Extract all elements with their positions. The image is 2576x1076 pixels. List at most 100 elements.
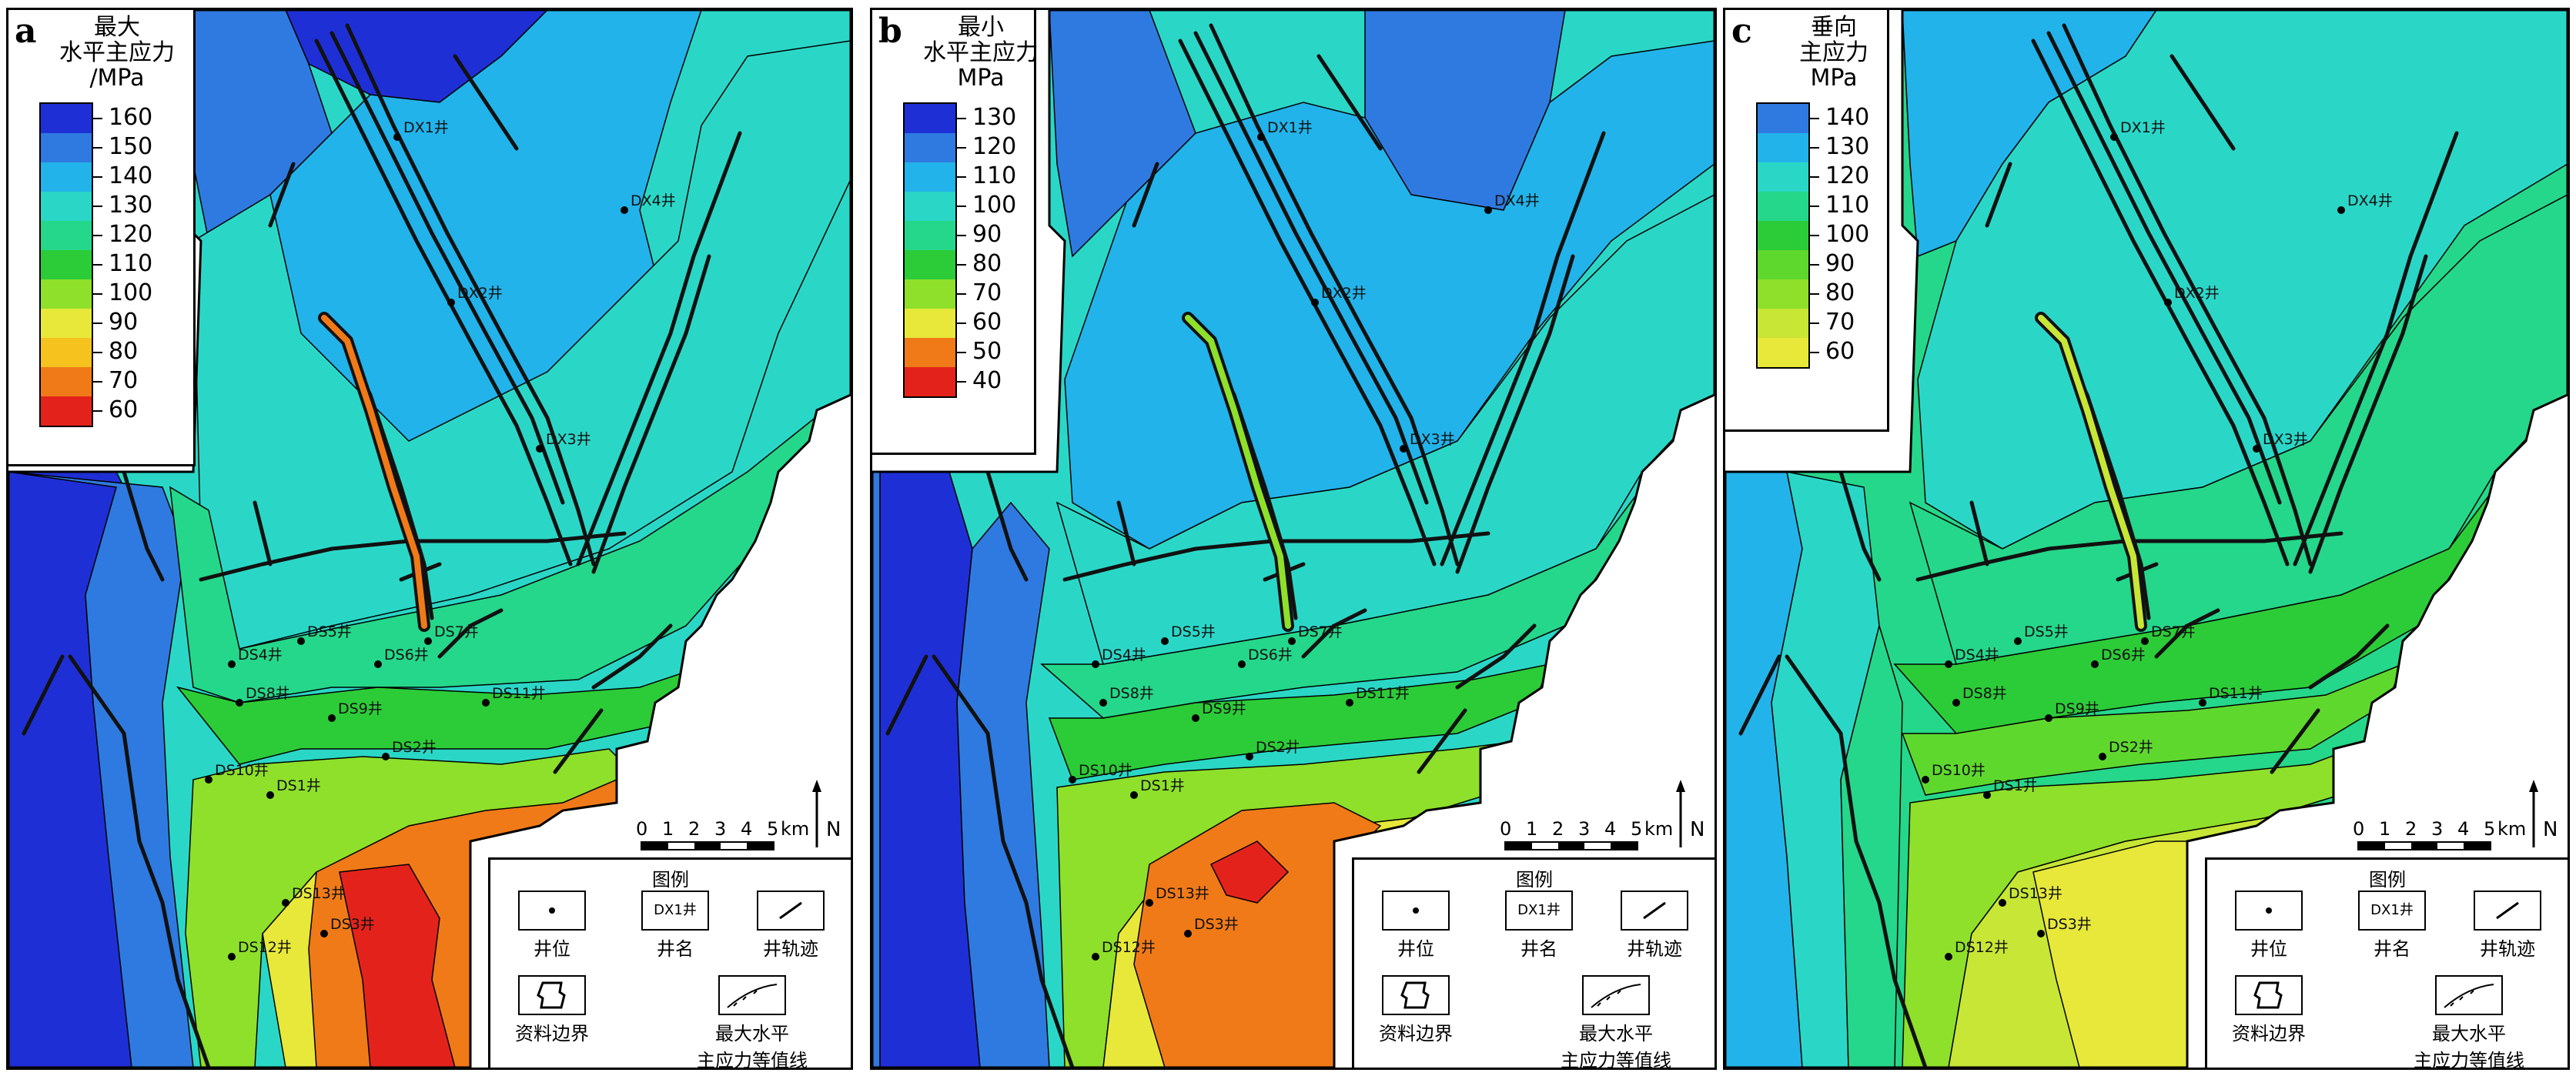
fault-line (2154, 608, 2220, 659)
color-bar-tick: 130 (1808, 133, 1901, 160)
well-trajectory-symbol (757, 891, 825, 931)
color-swatch (1758, 250, 1808, 279)
fault-line (1209, 23, 1460, 566)
well-label: DS7井 (1298, 623, 1343, 640)
well-marker (536, 445, 544, 453)
legend-title-line: MPa (1810, 65, 1858, 92)
color-swatch (41, 192, 92, 221)
color-bar-tick: 100 (955, 192, 1048, 219)
fault-line (1440, 131, 1606, 566)
map-key-item: 井位 (2223, 891, 2315, 961)
color-bar-tick: 60 (92, 396, 184, 423)
well-marker (1400, 445, 1407, 453)
color-swatch (905, 309, 955, 338)
well-label: DS3井 (1194, 916, 1239, 933)
fault-line (253, 500, 273, 566)
well-label: DX3井 (546, 431, 591, 448)
well-marker (1257, 133, 1265, 141)
fault-line (1132, 162, 1159, 228)
map-key-title: 图例 (652, 869, 689, 891)
map-key-item: 井轨迹 (2461, 891, 2554, 961)
well-marker (1999, 899, 2006, 907)
color-bar-tick: 120 (92, 221, 184, 248)
map-key-label: 井位 (534, 938, 570, 960)
color-bar-tick: 90 (92, 309, 184, 336)
color-bar-tick: 110 (92, 250, 184, 277)
color-swatch (1758, 221, 1808, 250)
contour-line-symbol (718, 975, 786, 1015)
map-key-label: 井位 (1397, 938, 1434, 960)
well-label: DS6井 (384, 647, 429, 663)
fault-line (1417, 708, 1467, 774)
well-marker (1246, 753, 1253, 760)
color-swatch (905, 279, 955, 309)
map-key-label: 最大水平 主应力等值线 (697, 1023, 808, 1070)
well-label: DS13井 (2009, 885, 2062, 902)
north-arrow-icon (2529, 780, 2538, 847)
scale-bar-graphic (1504, 841, 1638, 850)
color-bar-tick: 90 (955, 221, 1048, 248)
panel-label: b (878, 12, 902, 51)
well-marker (1484, 206, 1492, 214)
scale-tick: 0 (636, 818, 648, 840)
map-key-item: 最大水平 主应力等值线 (667, 975, 837, 1070)
fault-line (345, 23, 596, 566)
color-swatch (1758, 133, 1808, 162)
map-key-title: 图例 (2369, 869, 2406, 891)
map-key-item: 井位 (1370, 891, 1462, 961)
fault-line (1316, 54, 1383, 151)
well-label: DX4井 (1494, 192, 1540, 209)
north-label: N (826, 818, 841, 841)
well-marker (205, 776, 212, 784)
well-label: DS11井 (2209, 685, 2263, 702)
north-arrow-icon (812, 780, 821, 847)
well-marker (1922, 776, 1929, 784)
fault-line (68, 654, 211, 1068)
legend-title-line: /MPa (89, 65, 145, 92)
color-bar (903, 102, 957, 398)
well-label: DX2井 (1321, 285, 1367, 302)
scale-tick: 0 (1500, 818, 1512, 840)
well-marker (1099, 699, 1107, 707)
well-label: DS7井 (2151, 623, 2196, 640)
contour-zone (192, 40, 851, 650)
scale-tick: 3 (2431, 818, 2444, 840)
well-marker (1288, 637, 1296, 645)
fault-line (22, 654, 65, 736)
color-swatch (1758, 309, 1808, 338)
map-key-item: DX1井 井名 (1493, 891, 1585, 961)
scale-tick: 4 (1604, 818, 1617, 840)
well-marker (482, 699, 490, 707)
well-label: DS4井 (1102, 647, 1146, 663)
contour-line-symbol (2435, 975, 2503, 1015)
well-label: DX2井 (2174, 285, 2220, 302)
fault-line (1193, 31, 1429, 505)
well-label: DS5井 (307, 623, 352, 640)
color-bar-tick: 70 (92, 367, 184, 394)
well-name-symbol: DX1井 (641, 891, 709, 931)
fault-line (1455, 623, 1537, 690)
color-bar-tick: 140 (92, 162, 184, 189)
well-marker (382, 753, 390, 760)
color-bar-tick: 140 (1808, 104, 1901, 131)
map-key-label: 最大水平 主应力等值线 (2414, 1023, 2524, 1070)
north-arrow-icon (1676, 780, 1685, 847)
scale-bar: 0 1 2 3 4 5 km (1500, 818, 1684, 850)
well-marker (228, 953, 236, 961)
well-marker (1238, 660, 1246, 668)
scale-unit: km (2497, 818, 2527, 840)
fault-line (2270, 708, 2320, 774)
color-bar-tick: 60 (1808, 338, 1901, 365)
well-trajectory-symbol (2474, 891, 2541, 931)
well-label: DS8井 (1962, 685, 2007, 702)
map-key-item: 资料边界 (506, 975, 598, 1045)
scale-tick: 0 (2353, 818, 2365, 840)
scale-tick: 1 (2379, 818, 2391, 840)
well-label: DX1井 (1267, 119, 1313, 136)
color-bar-tick: 120 (1808, 162, 1901, 189)
scale-bar: 0 1 2 3 4 5 km (2353, 818, 2538, 850)
well-label: DS12井 (238, 939, 292, 956)
well-trajectory-symbol (1621, 891, 1688, 931)
map-key-label: 最大水平 主应力等值线 (1561, 1023, 1671, 1070)
well-label: DX3井 (2263, 431, 2308, 448)
